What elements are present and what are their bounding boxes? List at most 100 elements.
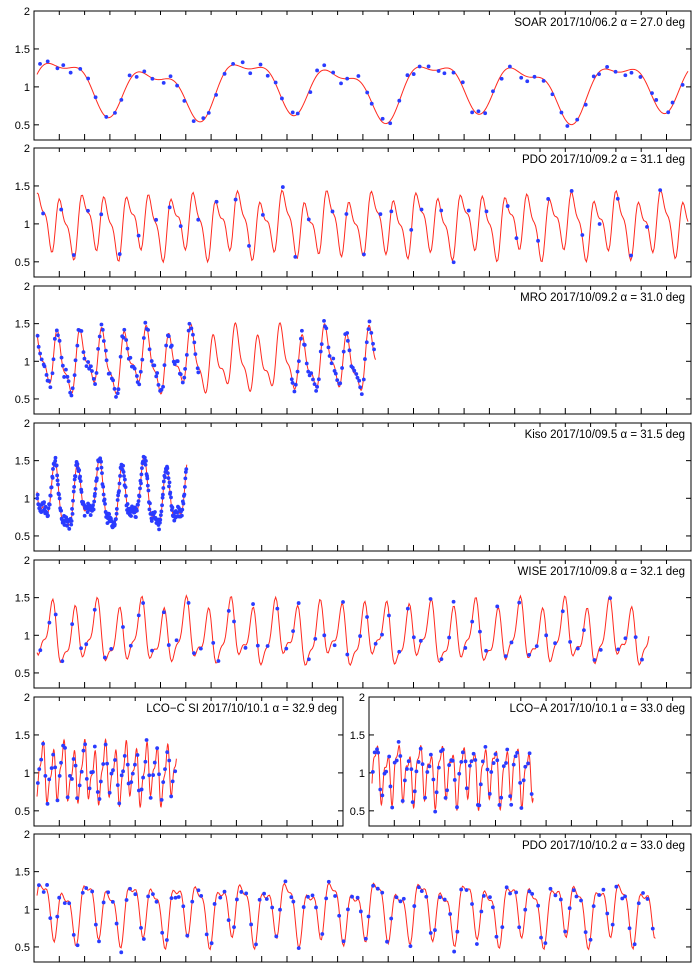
- observation-point: [345, 76, 350, 81]
- observation-point: [148, 796, 153, 800]
- observation-point: [254, 942, 258, 947]
- observation-point: [459, 887, 464, 892]
- observation-point: [247, 243, 251, 248]
- observation-point: [527, 653, 532, 657]
- observation-point: [101, 762, 106, 766]
- observation-point: [91, 377, 96, 381]
- observation-point: [139, 481, 143, 486]
- observation-point: [142, 69, 147, 74]
- observation-point: [92, 607, 97, 612]
- observation-point: [164, 343, 169, 348]
- observation-point: [380, 793, 385, 798]
- panel-frame: [33, 559, 692, 689]
- observation-point: [47, 777, 52, 782]
- y-tick-label: 2: [359, 692, 365, 704]
- observation-point: [43, 504, 48, 509]
- observation-point: [331, 70, 336, 75]
- observation-point: [137, 494, 142, 499]
- observation-point: [55, 798, 60, 803]
- observation-point: [398, 754, 403, 758]
- observation-point: [466, 208, 471, 213]
- observation-point: [198, 646, 203, 651]
- observation-point: [71, 253, 76, 257]
- observation-point: [504, 885, 509, 890]
- observation-point: [257, 897, 262, 902]
- observation-point: [114, 921, 119, 926]
- observation-point: [536, 903, 541, 908]
- observation-point: [148, 501, 152, 506]
- observation-point: [75, 462, 80, 466]
- observation-point: [122, 474, 126, 478]
- observation-point: [350, 894, 354, 899]
- observation-point: [559, 110, 564, 115]
- observation-point: [525, 79, 530, 84]
- observation-point: [452, 949, 457, 954]
- observation-point: [38, 648, 43, 653]
- observation-point: [62, 901, 67, 906]
- observation-point: [608, 596, 613, 601]
- observation-point: [38, 351, 43, 356]
- observation-point: [311, 377, 315, 382]
- observation-point: [337, 913, 342, 918]
- observation-point: [125, 346, 130, 351]
- observation-point: [57, 496, 62, 501]
- observation-point: [616, 647, 621, 652]
- observation-point: [45, 801, 50, 806]
- observation-point: [46, 506, 51, 511]
- observation-point: [174, 638, 179, 643]
- observation-point: [84, 364, 89, 368]
- panel-label: WISE 2017/10/09.8 α = 32.1 deg: [518, 566, 685, 578]
- observation-point: [583, 930, 588, 935]
- observation-point: [265, 644, 270, 648]
- observation-point: [153, 510, 157, 514]
- observation-point: [103, 348, 108, 353]
- observation-point: [167, 480, 172, 485]
- observation-point: [427, 764, 432, 769]
- observation-point: [139, 925, 143, 930]
- observation-point: [511, 762, 516, 767]
- observation-point: [290, 381, 295, 385]
- observation-point: [485, 767, 490, 772]
- observation-point: [319, 342, 324, 346]
- observation-point: [380, 632, 384, 637]
- observation-point: [658, 188, 663, 193]
- observation-point: [116, 387, 121, 392]
- observation-point: [157, 772, 161, 777]
- observation-point: [273, 80, 278, 85]
- observation-point: [55, 914, 60, 919]
- observation-point: [160, 492, 165, 497]
- observation-point: [274, 934, 279, 939]
- observation-point: [373, 641, 378, 646]
- observation-point: [480, 759, 485, 764]
- y-tick-label: 1: [24, 493, 30, 505]
- observation-point: [121, 769, 125, 774]
- observation-point: [93, 491, 97, 496]
- observation-point: [433, 809, 438, 814]
- observation-point: [155, 746, 160, 751]
- observation-point: [77, 468, 82, 473]
- observation-point: [119, 98, 124, 102]
- observation-point: [132, 366, 137, 371]
- observation-point: [470, 619, 475, 624]
- observation-point: [73, 763, 78, 768]
- observation-point: [414, 769, 419, 774]
- observation-point: [135, 753, 140, 757]
- observation-point: [168, 490, 173, 495]
- observation-point: [36, 344, 41, 349]
- observation-point: [314, 388, 319, 393]
- observation-point: [563, 929, 568, 934]
- observation-point: [102, 655, 107, 660]
- observation-point: [397, 649, 402, 654]
- observation-point: [37, 883, 41, 888]
- observation-point: [186, 328, 191, 333]
- observation-point: [110, 899, 115, 904]
- observation-point: [152, 760, 157, 765]
- observation-point: [113, 110, 117, 115]
- observation-point: [69, 393, 74, 398]
- y-tick-label: 0.5: [15, 668, 30, 680]
- observation-point: [476, 109, 481, 114]
- observation-point: [115, 783, 120, 788]
- observation-point: [464, 888, 469, 892]
- y-tick-label: 2: [24, 281, 30, 293]
